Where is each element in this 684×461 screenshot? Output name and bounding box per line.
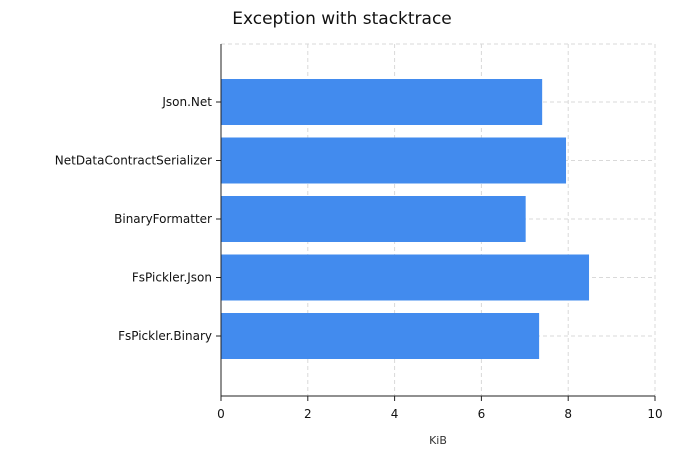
x-tick-label-4: 8 xyxy=(564,407,572,421)
bar-3 xyxy=(221,254,590,301)
bar-4 xyxy=(221,313,540,359)
x-tick-label-1: 2 xyxy=(304,407,312,421)
bar-0 xyxy=(221,79,543,125)
y-tick-label-0: Json.Net xyxy=(161,95,212,109)
x-tick-label-3: 6 xyxy=(478,407,486,421)
y-tick-labels: Json.Net NetDataContractSerializer BinaryF… xyxy=(55,95,221,343)
y-tick-label-2: BinaryFormatter xyxy=(114,212,212,226)
y-tick-label-3: FsPickler.Json xyxy=(132,271,212,285)
bar-1 xyxy=(221,137,567,184)
y-tick-label-4: FsPickler.Binary xyxy=(118,329,212,343)
y-tick-label-1: NetDataContractSerializer xyxy=(55,154,212,168)
axes xyxy=(220,44,655,397)
chart-title: Exception with stacktrace xyxy=(232,9,452,29)
x-tick-label-5: 10 xyxy=(647,407,662,421)
x-tick-labels: 0 2 4 6 8 10 xyxy=(217,396,663,421)
x-tick-label-2: 4 xyxy=(391,407,399,421)
x-axis-label: KiB xyxy=(429,434,447,447)
x-tick-label-0: 0 xyxy=(217,407,225,421)
bars xyxy=(221,79,590,359)
bar-2 xyxy=(221,196,526,242)
